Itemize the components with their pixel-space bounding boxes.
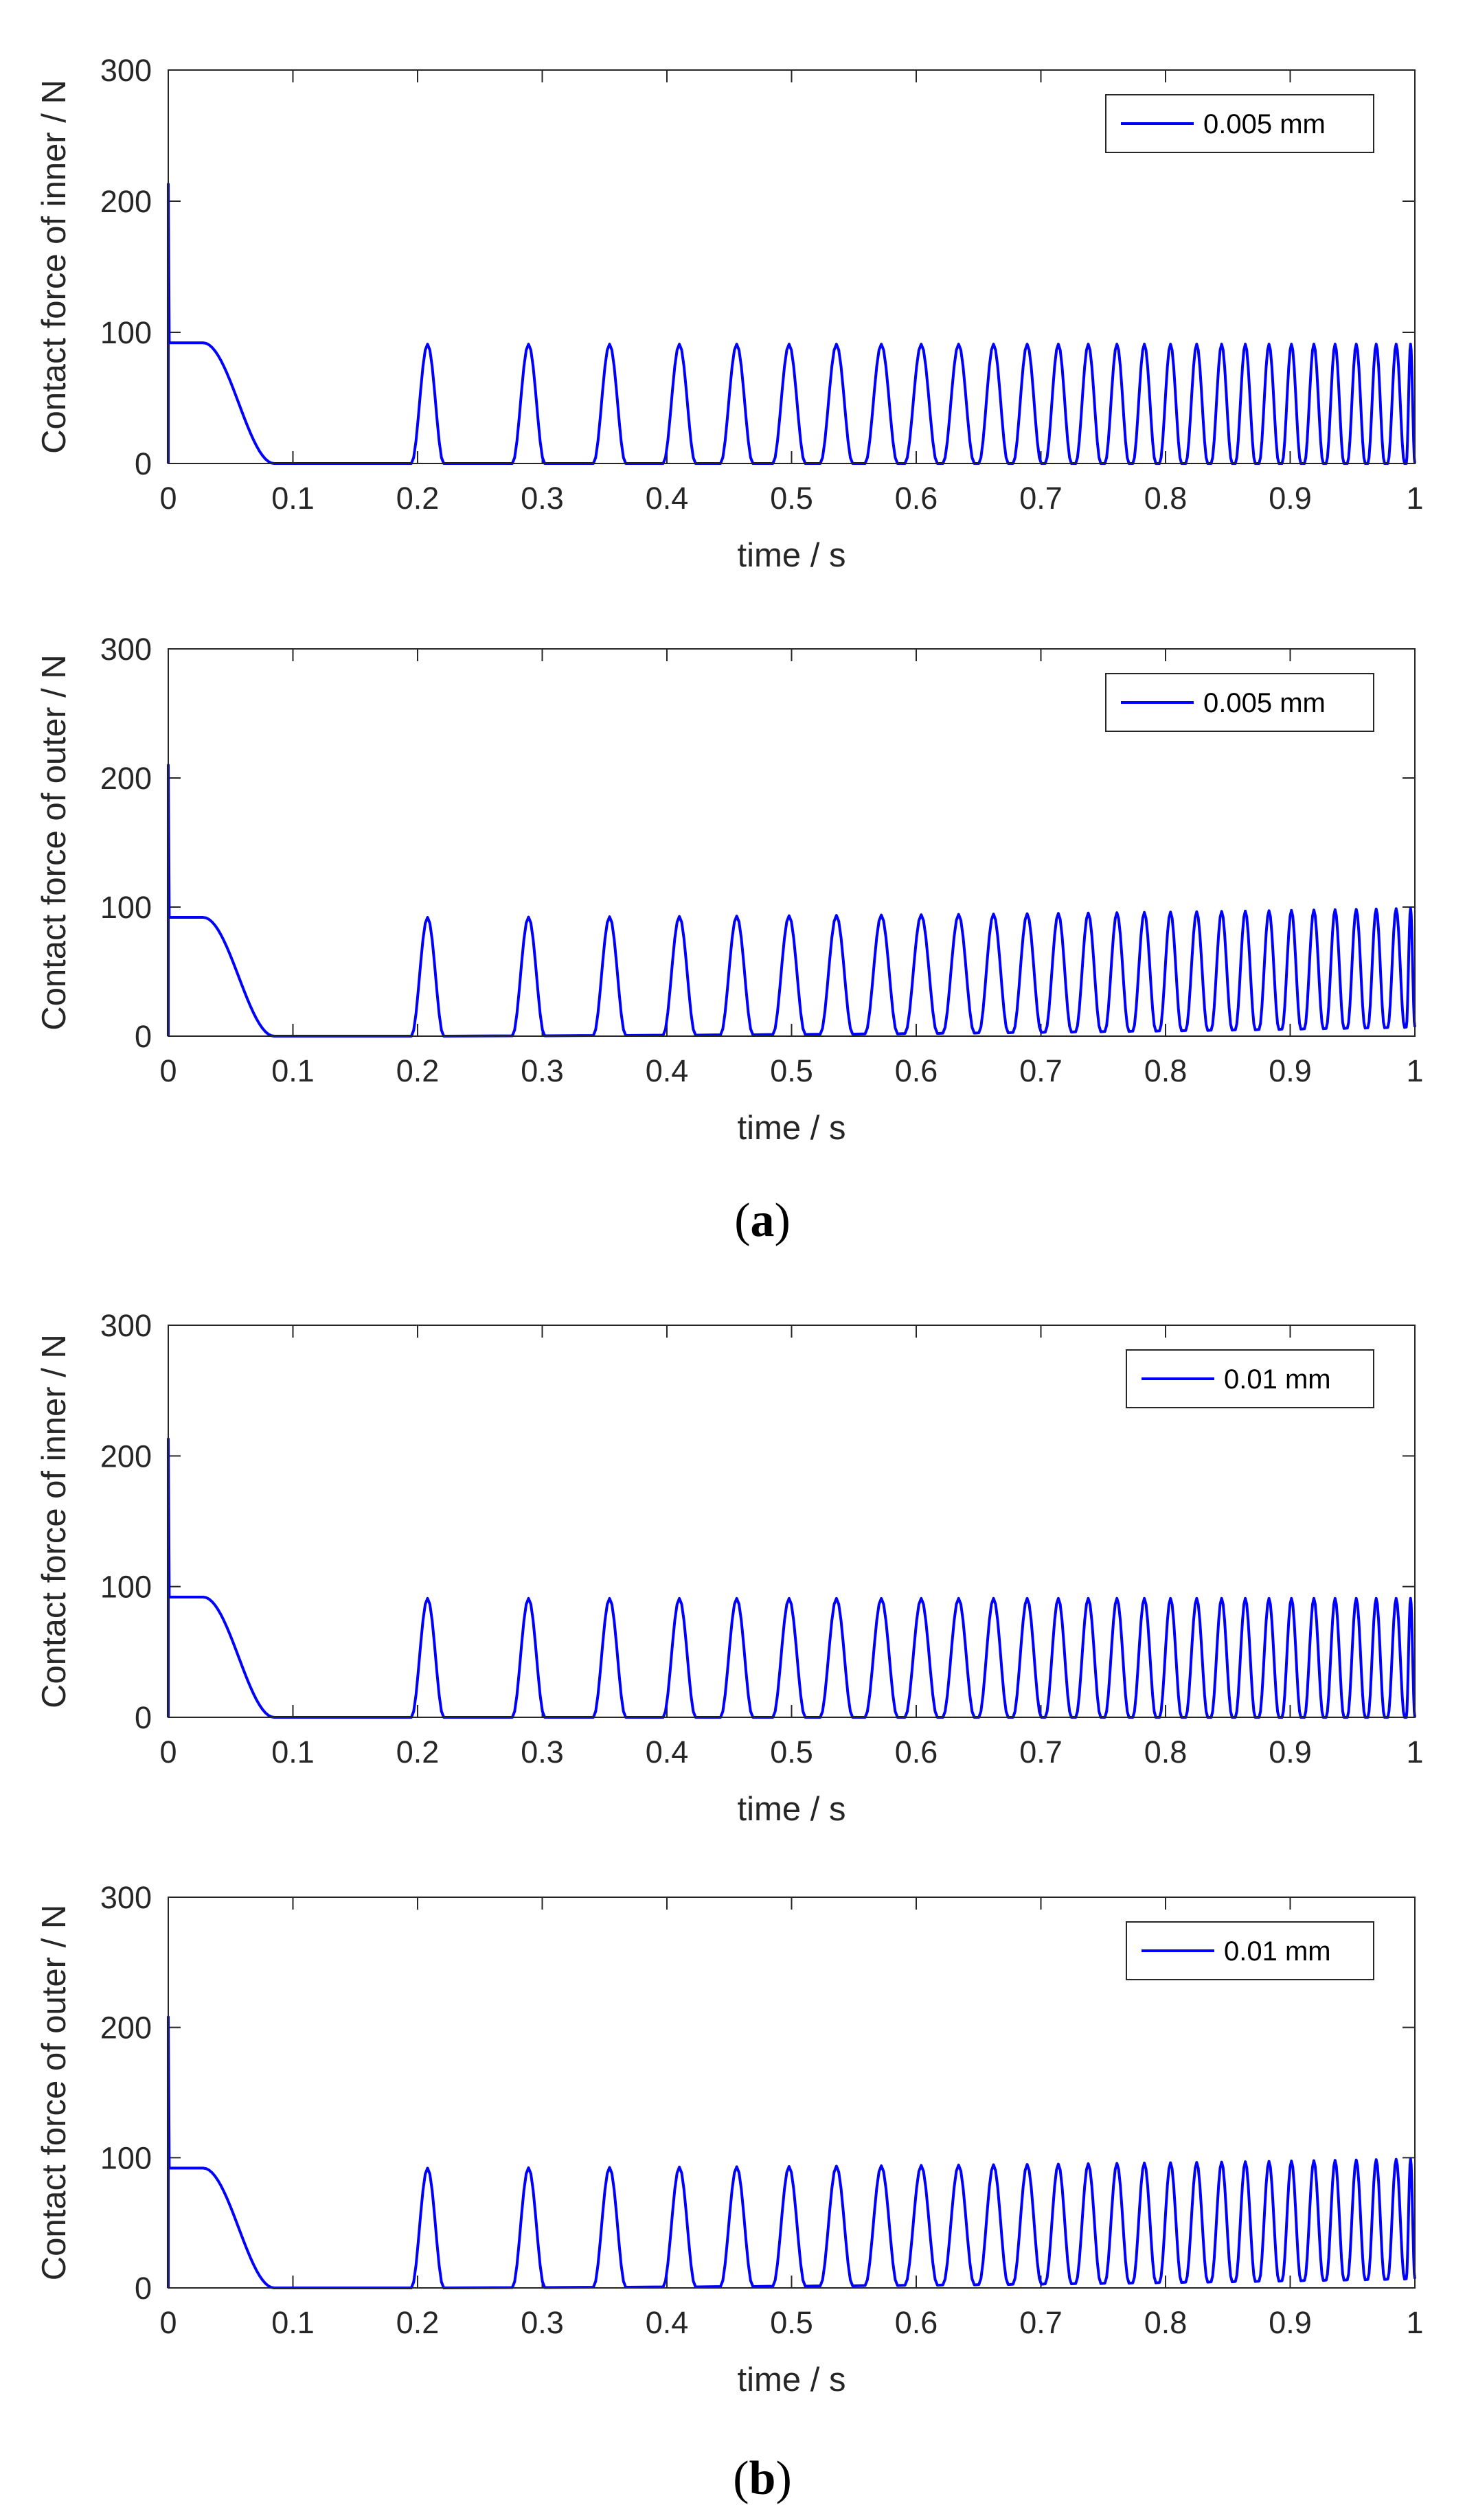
y-tick-label: 200 xyxy=(100,2011,152,2046)
x-tick-label: 0.4 xyxy=(646,481,689,516)
y-tick-label: 300 xyxy=(100,632,152,667)
x-tick-label: 0.8 xyxy=(1144,1053,1188,1088)
x-tick-label: 0.1 xyxy=(271,1734,315,1769)
x-tick-label: 0.9 xyxy=(1269,481,1312,516)
x-tick-label: 0.1 xyxy=(271,1053,315,1088)
chart-outer-0005mm: 0 0.1 0.2 0.3 0.4 0.5 0.6 0.7 0.8 0.9 1 0 100 200 300 t… xyxy=(36,632,1424,1147)
legend: 0.01 mm xyxy=(1126,1349,1374,1408)
x-tick-label: 0.2 xyxy=(396,1053,440,1088)
legend-label: 0.01 mm xyxy=(1224,1364,1331,1395)
x-tick-label: 0.5 xyxy=(770,1734,813,1769)
x-tick-label: 1 xyxy=(1406,1053,1423,1088)
y-tick-label: 300 xyxy=(100,1880,152,1915)
x-tick-label: 0.9 xyxy=(1269,2305,1312,2340)
x-tick-label: 0.6 xyxy=(895,1053,938,1088)
x-tick-label: 0 xyxy=(159,2305,177,2340)
legend: 0.005 mm xyxy=(1105,673,1374,732)
y-tick-label: 100 xyxy=(100,1570,152,1605)
x-tick-label: 0.1 xyxy=(271,2305,315,2340)
x-tick-label: 0.8 xyxy=(1144,481,1188,516)
legend: 0.01 mm xyxy=(1126,1921,1374,1980)
x-tick-label: 0.9 xyxy=(1269,1734,1312,1769)
x-tick-label: 0.3 xyxy=(521,1734,564,1769)
chart-inner-0005mm: 0 0.1 0.2 0.3 0.4 0.5 0.6 0.7 0.8 0.9 1 0 100 200 300 t… xyxy=(36,53,1424,574)
x-tick-label: 0.2 xyxy=(396,2305,440,2340)
chart-outer-001mm: 0 0.1 0.2 0.3 0.4 0.5 0.6 0.7 0.8 0.9 1 0 100 200 300 t… xyxy=(36,1880,1424,2398)
x-tick-label: 0 xyxy=(159,1734,177,1769)
x-tick-label: 0.7 xyxy=(1019,1734,1063,1769)
panel-label-b: (b) xyxy=(733,2452,792,2505)
x-tick-label: 0.3 xyxy=(521,481,564,516)
chart-inner-001mm: 0 0.1 0.2 0.3 0.4 0.5 0.6 0.7 0.8 0.9 1 0 100 200 300 t… xyxy=(36,1308,1424,1828)
x-tick-label: 0.6 xyxy=(895,2305,938,2340)
x-tick-label: 0.3 xyxy=(521,2305,564,2340)
y-tick-label: 0 xyxy=(135,446,152,481)
y-tick-label: 300 xyxy=(100,1308,152,1343)
y-tick-label: 200 xyxy=(100,1439,152,1474)
y-axis-label: Contact force of outer / N xyxy=(36,1905,73,2280)
y-tick-label: 0 xyxy=(135,1019,152,1054)
x-tick-label: 1 xyxy=(1406,481,1423,516)
legend-label: 0.005 mm xyxy=(1203,109,1326,139)
x-tick-label: 0.6 xyxy=(895,1734,938,1769)
x-axis-label: time / s xyxy=(738,1791,846,1828)
panel-label-a: (a) xyxy=(734,1194,791,1247)
y-tick-label: 100 xyxy=(100,315,152,350)
y-tick-label: 300 xyxy=(100,53,152,88)
axes-box xyxy=(168,1897,1416,2289)
x-tick-label: 0.3 xyxy=(521,1053,564,1088)
y-axis-label: Contact force of inner / N xyxy=(36,1334,73,1708)
x-tick-label: 0.5 xyxy=(770,1053,813,1088)
legend: 0.005 mm xyxy=(1105,94,1374,153)
x-axis-label: time / s xyxy=(738,1110,846,1147)
axes-box xyxy=(168,1325,1416,1718)
x-tick-label: 0.4 xyxy=(646,1734,689,1769)
y-tick-label: 100 xyxy=(100,2140,152,2175)
y-tick-label: 0 xyxy=(135,2271,152,2306)
y-axis-label: Contact force of outer / N xyxy=(36,654,73,1030)
y-axis-label: Contact force of inner / N xyxy=(36,80,73,454)
series-line xyxy=(167,2015,1416,2289)
legend-label: 0.005 mm xyxy=(1203,688,1326,718)
x-tick-label: 0.8 xyxy=(1144,2305,1188,2340)
x-tick-label: 0.7 xyxy=(1019,481,1063,516)
x-tick-label: 1 xyxy=(1406,2305,1423,2340)
x-axis-label: time / s xyxy=(738,537,846,574)
y-tick-label: 200 xyxy=(100,184,152,219)
x-tick-label: 0.7 xyxy=(1019,2305,1063,2340)
legend-label: 0.01 mm xyxy=(1224,1936,1331,1967)
x-tick-label: 0.7 xyxy=(1019,1053,1063,1088)
x-tick-label: 0 xyxy=(159,1053,177,1088)
y-tick-label: 0 xyxy=(135,1700,152,1735)
axes-box xyxy=(168,648,1416,1037)
x-tick-label: 0.8 xyxy=(1144,1734,1188,1769)
y-tick-label: 200 xyxy=(100,761,152,796)
x-tick-label: 0 xyxy=(159,481,177,516)
x-tick-label: 0.4 xyxy=(646,1053,689,1088)
x-tick-label: 0.5 xyxy=(770,2305,813,2340)
x-tick-label: 0.6 xyxy=(895,481,938,516)
x-tick-label: 0.9 xyxy=(1269,1053,1312,1088)
x-tick-label: 1 xyxy=(1406,1734,1423,1769)
x-axis-label: time / s xyxy=(738,2361,846,2398)
axes-box xyxy=(168,69,1416,464)
x-tick-label: 0.2 xyxy=(396,1734,440,1769)
series-line xyxy=(167,764,1416,1038)
x-tick-label: 0.2 xyxy=(396,481,440,516)
x-tick-label: 0.5 xyxy=(770,481,813,516)
y-tick-label: 100 xyxy=(100,890,152,925)
x-tick-label: 0.1 xyxy=(271,481,315,516)
x-tick-label: 0.4 xyxy=(646,2305,689,2340)
